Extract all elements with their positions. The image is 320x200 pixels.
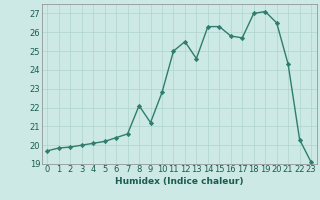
X-axis label: Humidex (Indice chaleur): Humidex (Indice chaleur) — [115, 177, 244, 186]
